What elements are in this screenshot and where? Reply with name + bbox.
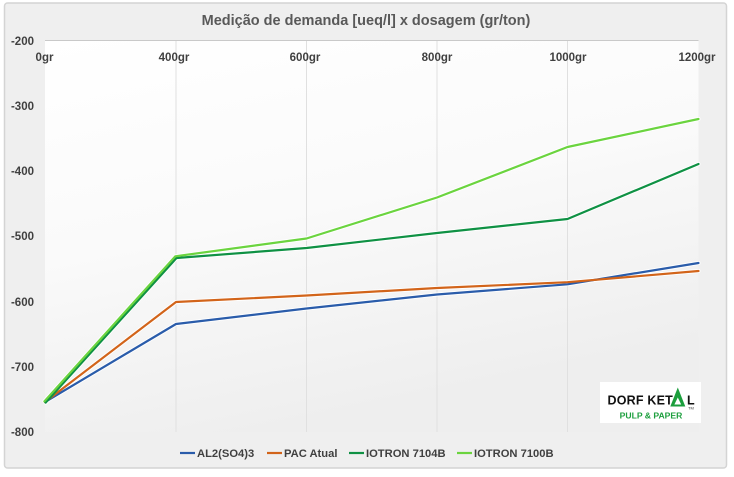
- svg-text:600gr: 600gr: [290, 52, 321, 64]
- svg-text:-300: -300: [11, 101, 34, 113]
- svg-text:0gr: 0gr: [36, 52, 54, 64]
- svg-text:IOTRON 7100B: IOTRON 7100B: [474, 448, 554, 460]
- svg-text:DORF KET: DORF KET: [608, 394, 674, 408]
- svg-text:-500: -500: [11, 231, 34, 243]
- svg-text:-800: -800: [11, 427, 34, 439]
- svg-text:-600: -600: [11, 297, 34, 309]
- svg-text:Medição de demanda [ueq/l] x d: Medição de demanda [ueq/l] x dosagem (gr…: [202, 13, 531, 29]
- svg-text:AL2(SO4)3: AL2(SO4)3: [197, 448, 254, 460]
- svg-text:-400: -400: [11, 166, 34, 178]
- svg-text:-700: -700: [11, 362, 34, 374]
- svg-text:1000gr: 1000gr: [549, 52, 587, 64]
- svg-text:400gr: 400gr: [159, 52, 190, 64]
- svg-text:TM: TM: [688, 406, 694, 411]
- svg-text:PAC Atual: PAC Atual: [284, 448, 337, 460]
- svg-text:1200gr: 1200gr: [678, 52, 716, 64]
- svg-text:PULP & PAPER: PULP & PAPER: [620, 411, 684, 421]
- svg-text:800gr: 800gr: [422, 52, 453, 64]
- svg-text:-200: -200: [11, 36, 34, 48]
- svg-text:L: L: [687, 394, 695, 408]
- svg-text:IOTRON 7104B: IOTRON 7104B: [366, 448, 446, 460]
